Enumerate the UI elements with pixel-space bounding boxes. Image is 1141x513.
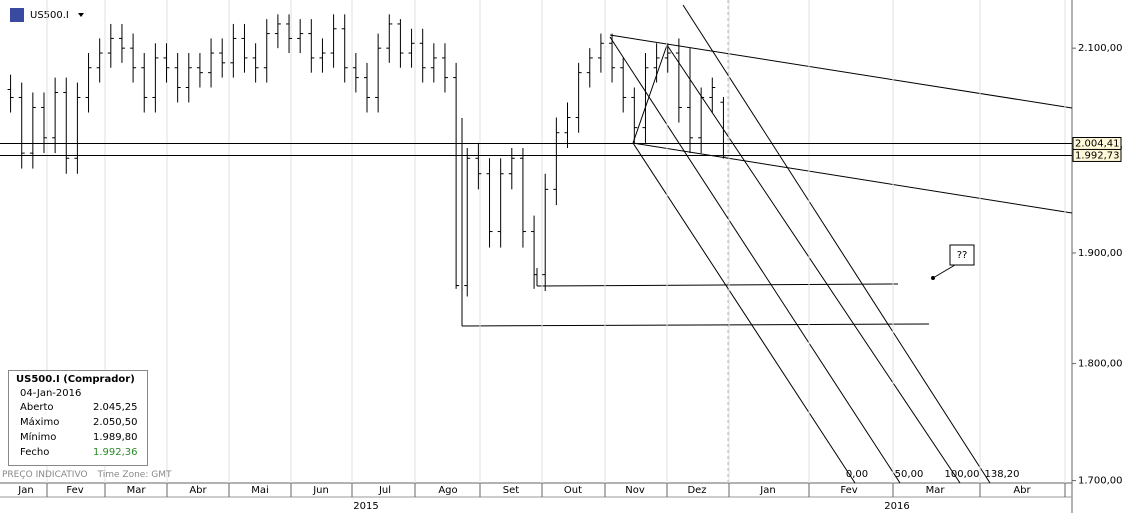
info-box: US500.I (Comprador) 04-Jan-2016 Aberto 2.…: [8, 370, 148, 466]
y-tick-label: 2.100,00: [1078, 43, 1123, 54]
info-row: Mínimo 1.989,80: [20, 432, 147, 445]
trendline: [632, 142, 856, 484]
info-label: Fecho: [20, 447, 50, 458]
trendline: [609, 36, 901, 484]
horizontal-line: [461, 323, 930, 327]
drawings: [461, 4, 1073, 484]
info-label: Mínimo: [20, 432, 57, 443]
y-tick-label: 1.700,00: [1078, 476, 1123, 487]
x-tick-label: Mar: [926, 485, 946, 496]
x-tick-label: Mai: [251, 485, 269, 496]
price-label: 2.004,41: [1075, 138, 1120, 149]
trendline: [632, 44, 668, 144]
x-tick-label: Set: [503, 485, 520, 496]
symbol-dropdown[interactable]: [78, 13, 84, 17]
fib-label: 50,00: [895, 469, 924, 480]
info-value: 1.989,80: [93, 432, 138, 443]
x-tick-label: Ago: [438, 485, 457, 496]
footer: PREÇO INDICATIVO Time Zone: GMT: [2, 470, 181, 480]
x-tick-label: Jul: [378, 485, 391, 496]
footer-note: PREÇO INDICATIVO: [2, 470, 88, 480]
y-tick-label: 1.800,00: [1078, 359, 1123, 370]
x-tick-label: Out: [564, 485, 582, 496]
info-row: Fecho 1.992,36: [20, 447, 147, 460]
timezone: Time Zone: GMT: [97, 470, 172, 480]
info-label: Aberto: [20, 402, 54, 413]
ohlc-series: [7, 14, 727, 297]
annotation: ??: [957, 250, 968, 261]
x-tick-label: Abr: [189, 485, 207, 496]
info-label: Máximo: [20, 417, 60, 428]
symbol-icon: [10, 8, 24, 22]
fib-label: 0,00: [846, 469, 868, 480]
annotation-box: [949, 244, 975, 266]
x-tick-label: Jan: [17, 485, 33, 496]
info-row: Aberto 2.045,25: [20, 402, 147, 415]
x-tick-label: Jun: [312, 485, 329, 496]
info-value: 1.992,36: [93, 447, 138, 458]
fib-label: 100,00: [945, 469, 980, 480]
trendline: [609, 34, 1073, 109]
info-row: Máximo 2.050,50: [20, 417, 147, 430]
x-tick-label: Nov: [625, 485, 645, 496]
info-value: 2.045,25: [93, 402, 138, 413]
x-tick-label: Mar: [127, 485, 147, 496]
info-date: 04-Jan-2016: [20, 388, 82, 399]
symbol: US500.I: [30, 10, 69, 21]
info-title: US500.I (Comprador): [16, 374, 135, 385]
x-tick-label: Fev: [840, 485, 857, 496]
horizontal-line: [536, 283, 899, 287]
trendline: [666, 44, 961, 484]
annotation-pointer: [932, 264, 956, 279]
price-label-box: [1072, 148, 1122, 162]
year-label: 2016: [884, 501, 909, 512]
trendline: [682, 4, 991, 484]
year-label: 2015: [353, 501, 378, 512]
x-tick-label: Dez: [687, 485, 706, 496]
x-tick-label: Abr: [1013, 485, 1031, 496]
info-value: 2.050,50: [93, 417, 138, 428]
y-tick-label: 1.900,00: [1078, 248, 1123, 259]
x-tick-label: Jan: [759, 485, 775, 496]
x-tick-label: Fev: [66, 485, 83, 496]
annotation-dot: [931, 276, 935, 280]
trendline: [632, 142, 1073, 214]
price-label: 1.992,73: [1075, 150, 1120, 161]
fib-label: 138,20: [985, 469, 1020, 480]
